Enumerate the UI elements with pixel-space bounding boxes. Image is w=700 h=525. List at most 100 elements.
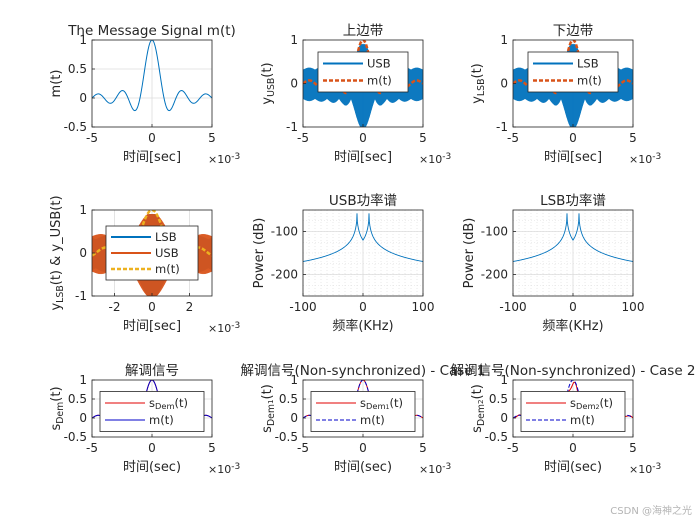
legend-label: USB [155,246,179,260]
x-axis-label: 时间[sec] [123,150,181,165]
legend-label: sDem1(t) [360,396,403,411]
x-tick-label: -5 [297,131,309,145]
x-tick-label: -100 [499,300,526,314]
x-tick-label: 0 [569,131,577,145]
series-group [513,213,633,262]
x-tick-label: -5 [297,441,309,455]
y-tick-label: -200 [481,268,508,282]
y-tick-label: -0.5 [64,430,87,444]
y-tick-label: 0 [79,411,87,425]
series-line [303,213,423,262]
x-tick-label: -5 [507,441,519,455]
series-group [303,213,423,262]
x-tick-label: -5 [86,441,98,455]
x-tick-label: 0 [569,441,577,455]
legend: sDem(t) m(t) [99,391,205,432]
x-tick-label: 5 [419,131,427,145]
x-exponent: ×10-3 [629,462,661,476]
y-tick-label: 1 [500,373,508,387]
x-exponent: ×10-3 [208,462,240,476]
y-tick-label: 0 [500,411,508,425]
legend-label: m(t) [149,413,174,427]
x-tick-label: 5 [419,441,427,455]
y-axis-label: yUSB(t) [260,62,277,104]
y-tick-label: 0 [290,411,298,425]
chart-title: 上边带 [343,23,384,39]
y-tick-label: 0.5 [68,62,87,76]
chart-title: 下边带 [553,23,594,39]
x-tick-label: 5 [629,131,637,145]
x-tick-label: 2 [186,300,194,314]
y-axis-label: sDem2(t) [470,384,487,433]
chart-title: LSB功率谱 [540,192,606,209]
legend: sDem1(t) m(t) [310,391,416,432]
chart-title: 解调信号(Non-synchronized) - Case 2 [450,363,695,379]
chart-title: USB功率谱 [329,192,397,209]
legend: USB m(t) [317,51,409,93]
legend: sDem2(t) m(t) [520,391,626,432]
x-tick-label: 0 [148,441,156,455]
legend-box [527,51,619,93]
x-tick-label: 0 [359,131,367,145]
legend-label: USB [367,57,391,71]
x-tick-label: 0 [359,441,367,455]
x-exponent: ×10-3 [629,152,661,166]
y-tick-label: -0.5 [275,430,298,444]
x-tick-label: 0 [148,300,156,314]
y-tick-label: 0.5 [489,392,508,406]
x-tick-label: 5 [208,131,216,145]
legend: LSB m(t) [527,51,619,93]
legend-label: sDem(t) [149,396,188,411]
chart-title: 解调信号(Non-synchronized) - Case 1 [240,363,485,379]
x-axis-label: 时间(sec) [334,460,392,475]
legend-box [99,391,205,432]
y-tick-label: -1 [496,120,508,134]
x-exponent: ×10-3 [419,462,451,476]
y-tick-label: 0 [79,246,87,260]
y-tick-label: -100 [481,225,508,239]
legend-label: m(t) [577,74,602,88]
legend-label: m(t) [570,413,595,427]
legend: LSB USB m(t) [105,225,199,281]
legend-box [310,391,416,432]
y-tick-label: 1 [290,373,298,387]
y-axis-label: Power (dB) [252,218,267,289]
x-axis-label: 时间[sec] [123,319,181,334]
x-tick-label: 5 [208,441,216,455]
y-tick-label: 0.5 [68,392,87,406]
x-tick-label: 0 [569,300,577,314]
x-axis-label: 时间(sec) [544,460,602,475]
legend-label: LSB [577,57,599,71]
y-tick-label: -1 [286,120,298,134]
x-exponent: ×10-3 [208,321,240,335]
legend-label: m(t) [360,413,385,427]
x-tick-label: 0 [359,300,367,314]
x-axis-label: 时间[sec] [334,150,392,165]
y-axis-label: yLSB(t) [470,63,487,104]
y-tick-label: 1 [79,33,87,47]
x-exponent: ×10-3 [419,152,451,166]
legend-label: m(t) [155,262,180,276]
y-axis-label: m(t) [49,70,64,98]
y-tick-label: -0.5 [485,430,508,444]
x-axis-label: 频率(KHz) [332,318,393,334]
y-tick-label: 0 [79,91,87,105]
y-tick-label: 1 [500,33,508,47]
x-axis-label: 频率(KHz) [542,318,603,334]
legend-label: LSB [155,230,177,244]
y-tick-label: -100 [271,225,298,239]
y-tick-label: 0 [500,77,508,91]
x-tick-label: -5 [507,131,519,145]
y-axis-label: yLSB(t) & y_USB(t) [49,195,66,310]
y-tick-label: -0.5 [64,120,87,134]
x-tick-label: -100 [289,300,316,314]
series-line [513,213,633,262]
x-tick-label: 100 [412,300,435,314]
